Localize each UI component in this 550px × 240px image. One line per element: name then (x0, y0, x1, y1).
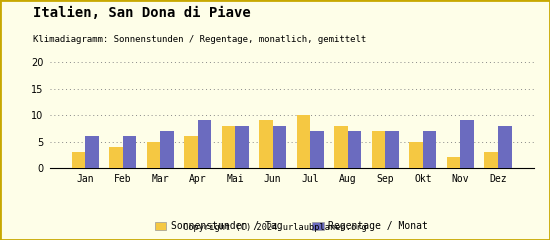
Bar (109, 147, 123, 168)
Bar (498, 126, 512, 168)
Bar (372, 131, 386, 168)
Bar (334, 126, 348, 168)
Bar (273, 126, 286, 168)
Bar (447, 157, 460, 168)
Legend: Sonnenstunden / Tag, Regentage / Monat: Sonnenstunden / Tag, Regentage / Monat (151, 217, 432, 235)
Bar (460, 120, 474, 168)
Bar (348, 131, 361, 168)
Text: Italien, San Dona di Piave: Italien, San Dona di Piave (33, 6, 251, 20)
Bar (235, 126, 249, 168)
Bar (147, 142, 160, 168)
Text: Klimadiagramm: Sonnenstunden / Regentage, monatlich, gemittelt: Klimadiagramm: Sonnenstunden / Regentage… (33, 35, 366, 44)
Bar (197, 120, 211, 168)
Bar (123, 136, 136, 168)
Bar (72, 152, 85, 168)
Bar (423, 131, 436, 168)
Bar (409, 142, 423, 168)
Text: Copyright (C) 2024 urlaubplanen.org: Copyright (C) 2024 urlaubplanen.org (183, 223, 367, 232)
Bar (160, 131, 174, 168)
Bar (386, 131, 399, 168)
Bar (485, 152, 498, 168)
Bar (222, 126, 235, 168)
Bar (259, 120, 273, 168)
Bar (297, 115, 310, 168)
Bar (85, 136, 98, 168)
Bar (184, 136, 197, 168)
Bar (310, 131, 324, 168)
